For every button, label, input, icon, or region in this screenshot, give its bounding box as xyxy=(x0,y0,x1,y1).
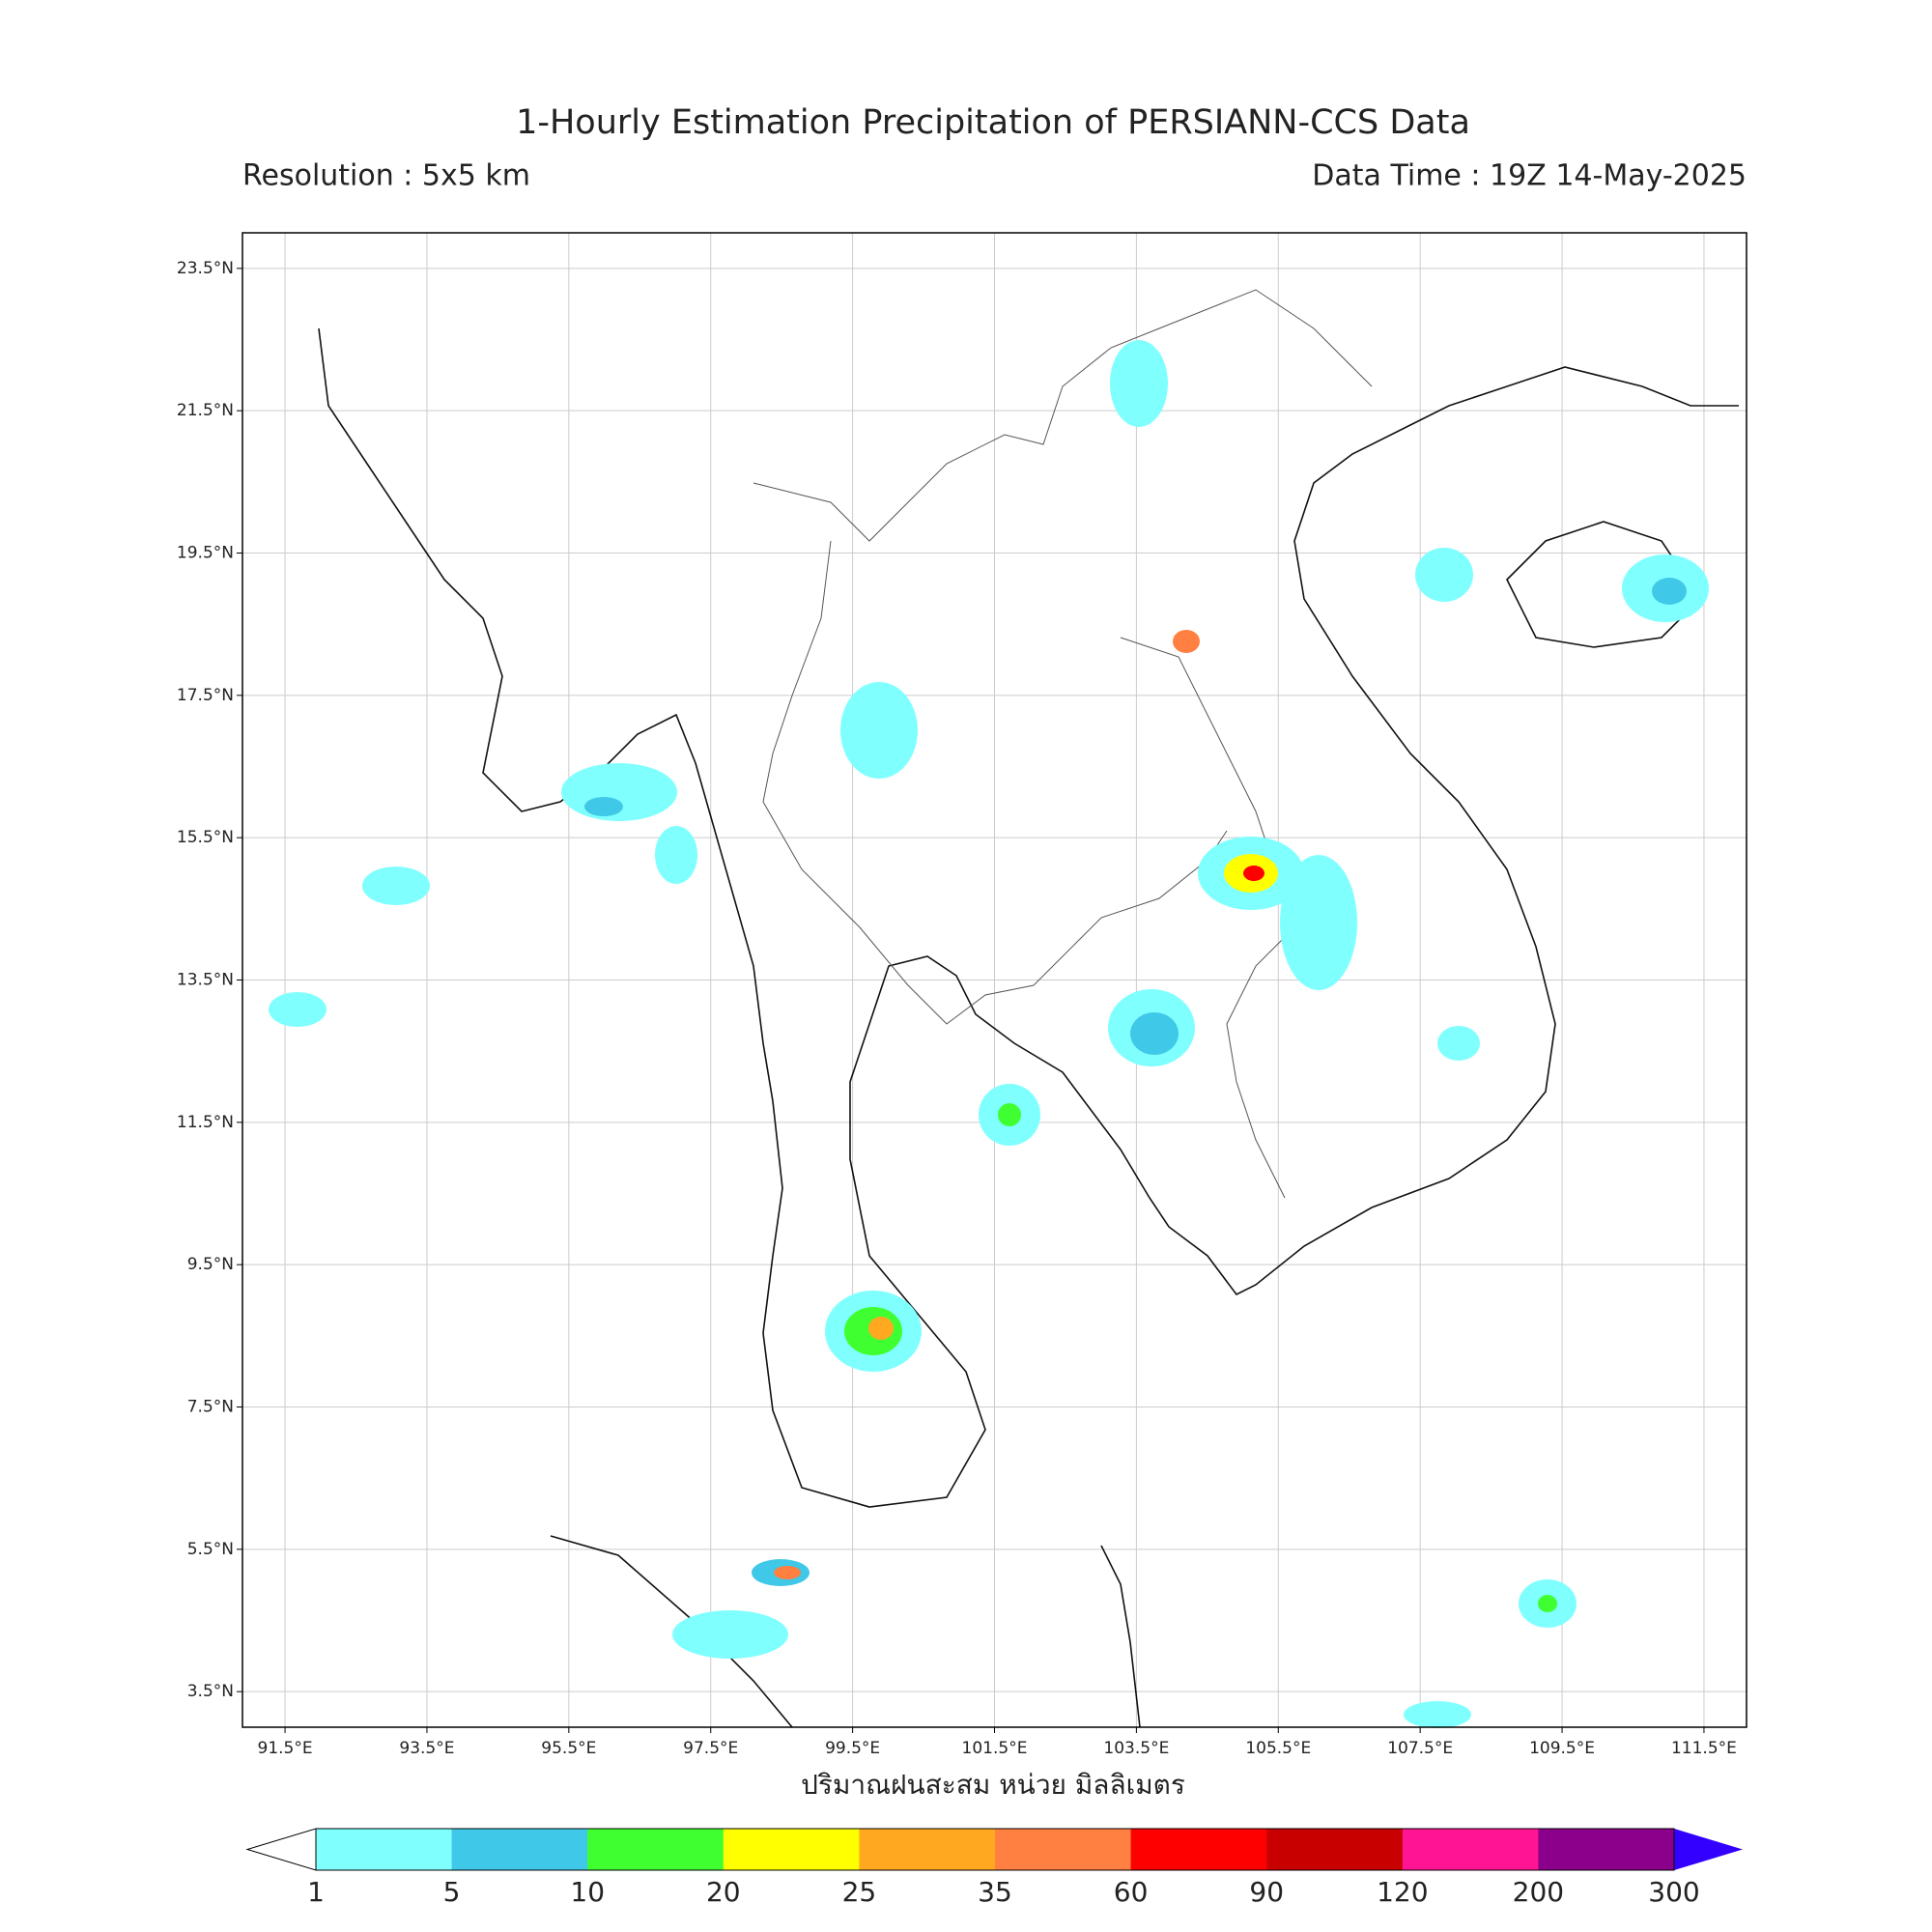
rain-area xyxy=(584,797,623,816)
rain-area xyxy=(840,682,918,779)
lat-tick-label: 9.5°N xyxy=(187,1255,234,1274)
lat-tick-label: 11.5°N xyxy=(177,1113,234,1132)
border xyxy=(1120,637,1295,1199)
rain-area xyxy=(655,826,697,884)
border xyxy=(762,540,1228,1025)
rain-area xyxy=(362,867,430,905)
border xyxy=(753,289,1373,542)
colorbar-over xyxy=(1674,1829,1743,1870)
lon-tick-label: 101.5°E xyxy=(962,1739,1028,1758)
colorbar-tick-label: 20 xyxy=(706,1876,741,1908)
colorbar-label: ปริมาณฝนสะสม หน่วย มิลลิเมตร xyxy=(801,1769,1185,1801)
lat-tick-label: 23.5°N xyxy=(177,259,234,278)
lon-tick-label: 109.5°E xyxy=(1529,1739,1595,1758)
lat-tick-label: 13.5°N xyxy=(177,971,234,990)
rain-area xyxy=(1243,866,1264,881)
colorbar-tick-label: 35 xyxy=(978,1876,1012,1908)
colorbar-band xyxy=(587,1829,724,1870)
lat-tick-label: 21.5°N xyxy=(177,401,234,420)
colorbar-tick-label: 300 xyxy=(1648,1876,1699,1908)
coastline xyxy=(318,327,1739,1508)
rain-area xyxy=(1280,855,1357,990)
lat-tick-label: 17.5°N xyxy=(177,686,234,705)
colorbar-band xyxy=(1538,1829,1675,1870)
lon-tick-label: 105.5°E xyxy=(1245,1739,1311,1758)
colorbar-band xyxy=(1266,1829,1404,1870)
coastline xyxy=(1100,1545,1141,1728)
lon-tick-label: 95.5°E xyxy=(541,1739,596,1758)
rain-area xyxy=(1652,578,1687,605)
lat-tick-label: 19.5°N xyxy=(177,544,234,563)
precipitation xyxy=(269,340,1709,1728)
colorbar-band xyxy=(723,1829,860,1870)
rain-area xyxy=(998,1103,1021,1126)
lon-tick-label: 99.5°E xyxy=(825,1739,880,1758)
lon-tick-label: 107.5°E xyxy=(1387,1739,1453,1758)
colorbar-tick-label: 120 xyxy=(1377,1876,1428,1908)
colorbar-band xyxy=(451,1829,588,1870)
lat-tick-label: 15.5°N xyxy=(177,828,234,847)
coastlines xyxy=(318,327,1739,1728)
rain-area xyxy=(672,1610,788,1659)
lat-tick-label: 5.5°N xyxy=(187,1540,234,1559)
rain-area xyxy=(1404,1701,1471,1728)
colorbar: 1 5 10 20 25 35 60 90 120 200 300 xyxy=(245,1828,1743,1908)
lat-tick-label: 3.5°N xyxy=(187,1682,234,1701)
rain-area xyxy=(1130,1012,1179,1055)
colorbar-band xyxy=(859,1829,996,1870)
lon-tick-label: 97.5°E xyxy=(683,1739,738,1758)
rain-area xyxy=(269,992,327,1027)
colorbar-band xyxy=(316,1829,453,1870)
rain-area xyxy=(1110,340,1168,427)
rain-area xyxy=(1538,1595,1557,1612)
grid xyxy=(242,233,1747,1727)
colorbar-tick-label: 5 xyxy=(443,1876,461,1908)
colorbar-band xyxy=(995,1829,1132,1870)
rain-area xyxy=(774,1566,801,1579)
colorbar-tick-label: 1 xyxy=(307,1876,325,1908)
colorbar-outline xyxy=(315,1828,1675,1871)
lon-tick-label: 103.5°E xyxy=(1103,1739,1169,1758)
resolution: Resolution : 5x5 km xyxy=(242,159,530,193)
rain-area xyxy=(868,1317,894,1340)
colorbar-tick-label: 25 xyxy=(842,1876,877,1908)
data-time: Data Time : 19Z 14-May-2025 xyxy=(1312,159,1747,193)
lon-tick-label: 91.5°E xyxy=(258,1739,313,1758)
colorbar-band xyxy=(1130,1829,1267,1870)
rain-area xyxy=(1437,1026,1480,1061)
colorbar-band xyxy=(1402,1829,1539,1870)
lon-tick-label: 93.5°E xyxy=(399,1739,454,1758)
colorbar-tick-label: 10 xyxy=(570,1876,605,1908)
rain-area xyxy=(1173,630,1200,653)
colorbar-tick-label: 60 xyxy=(1114,1876,1149,1908)
rain-area xyxy=(1415,548,1473,602)
lat-tick-label: 7.5°N xyxy=(187,1398,234,1417)
title: 1-Hourly Estimation Precipitation of PER… xyxy=(516,103,1470,142)
colorbar-tick-label: 90 xyxy=(1249,1876,1284,1908)
colorbar-under xyxy=(245,1828,317,1871)
lon-tick-label: 111.5°E xyxy=(1671,1739,1737,1758)
colorbar-tick-label: 200 xyxy=(1513,1876,1564,1908)
